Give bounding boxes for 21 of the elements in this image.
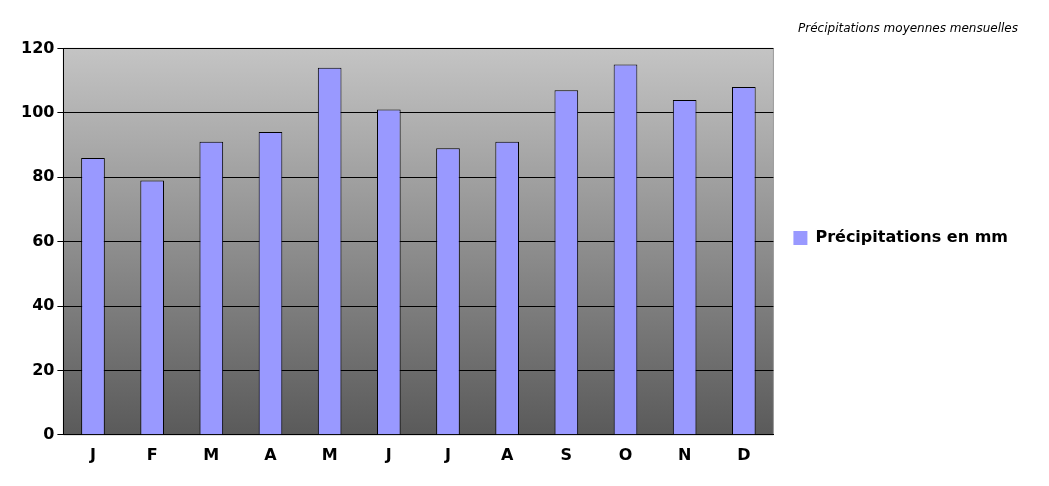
- x-tick-label: D: [737, 444, 751, 464]
- x-tick-label: O: [618, 444, 633, 464]
- x-tick-label: A: [264, 444, 278, 464]
- x-tick-label: S: [560, 444, 573, 464]
- x-tick-label: M: [203, 444, 220, 464]
- y-tick-label: 60: [32, 230, 55, 250]
- x-tick-label: M: [321, 444, 338, 464]
- text: Précipitations moyennes mensuelles: [798, 21, 1018, 36]
- x-tick-label: J: [89, 444, 96, 464]
- y-tick-label: 80: [32, 166, 55, 186]
- x-tick-label: F: [146, 444, 158, 464]
- x-tick-label: J: [384, 444, 392, 464]
- legend-label: Précipitations en mm: [815, 227, 1009, 247]
- y-tick-label: 40: [32, 295, 55, 315]
- x-tick-label: N: [677, 444, 692, 464]
- y-tick-label: 20: [32, 359, 55, 379]
- x-tick-label: A: [500, 444, 514, 464]
- y-tick-label: 120: [20, 37, 55, 57]
- y-tick-label: 100: [20, 101, 55, 121]
- y-tick-label: 0: [43, 423, 55, 443]
- x-tick-label: J: [444, 444, 451, 464]
